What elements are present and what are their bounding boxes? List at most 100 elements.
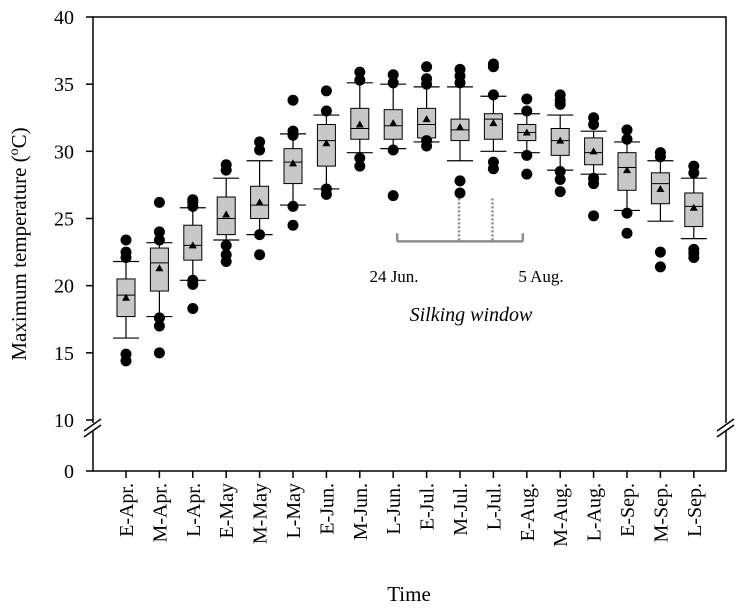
box-5-mean [289,159,297,167]
box-10-mean [456,123,464,131]
axis-break-right [716,418,735,438]
box-0 [113,234,139,367]
box-3-outlier-1 [220,249,232,261]
box-2 [179,194,206,315]
box-6-outlier-2 [320,105,332,117]
x-tick-label-9: E-Jul. [417,483,439,530]
box-1-outlier-0 [153,347,165,359]
y-tick-label-15: 15 [54,343,74,365]
box-13-outlier-5 [554,89,566,101]
box-6-outlier-1 [320,183,332,195]
box-10-outlier-4 [454,63,466,75]
box-13-mean [556,136,565,144]
box-0-outlier-1 [120,348,132,360]
box-7-outlier-2 [354,74,366,86]
x-tick-label-0: E-Apr. [116,483,138,537]
y-tick-label-40: 40 [54,7,74,29]
box-3-mean [222,210,231,218]
box-17-mean [689,203,698,211]
box-1-mean [155,264,164,272]
box-7 [346,66,373,172]
x-tick-label-13: M-Aug. [550,483,572,547]
box-12-outlier-2 [521,105,533,117]
x-tick-label-11: L-Jul. [483,483,505,530]
box-4-mean [255,198,264,206]
silking-end-label: 5 Aug. [518,267,563,286]
box-9-mean [422,115,431,123]
y-axis: 10 15 20 25 30 35 40 [54,7,93,432]
axis-break-stroke-right-2 [716,424,735,438]
box-series [113,58,707,367]
box-2-outlier-2 [187,274,199,286]
box-8-mean [389,119,398,127]
silking-window-label: Silking window [410,304,533,326]
box-6-mean [322,139,331,147]
box-16-outlier-3 [654,147,666,159]
box-3-outlier-4 [220,159,232,171]
box-3-outlier-2 [220,239,232,251]
x-tick-label-2: L-Apr. [183,483,205,537]
axis-break-stroke-left-1 [83,418,102,432]
x-tick-label-1: M-Apr. [149,483,171,542]
box-5-outlier-1 [287,200,299,212]
box-4-outlier-2 [254,144,266,156]
silking-start-label: 24 Jun. [369,267,418,286]
y-tick-label-25: 25 [54,209,74,231]
box-8-outlier-3 [387,69,399,81]
axis-break-left [83,418,102,438]
box-1-outlier-3 [153,234,165,246]
x-axis-title: Time [387,582,431,606]
box-8-outlier-2 [387,77,399,89]
y-axis-title-sup: o [7,148,22,155]
box-15-outlier-0 [621,227,633,239]
silking-window-annotation: 24 Jun. 5 Aug. Silking window [369,198,564,326]
x-tick-label-10: M-Jul. [450,483,472,536]
y-tick-label-30: 30 [54,141,74,163]
box-11 [480,58,507,175]
box-0-mean [122,293,130,301]
box-16-outlier-1 [654,246,666,258]
box-12-outlier-0 [521,168,533,180]
y-axis-title: Maximum temperature (oC) [7,127,31,360]
box-8 [380,69,407,202]
axis-break-stroke-left-2 [83,424,102,438]
box-6-outlier-3 [320,85,332,97]
box-9-iqr [417,107,437,139]
box-5-outlier-3 [287,125,299,137]
box-5 [280,94,306,231]
box-1-outlier-1 [153,320,165,332]
box-4-outlier-1 [254,229,266,241]
box-15-mean [623,166,631,174]
x-tick-label-6: E-Jun. [316,483,338,535]
y-tick-label-zero: 0 [64,461,74,483]
box-8-outlier-1 [387,144,399,156]
y-tick-label-35: 35 [54,74,74,96]
box-15-outlier-3 [621,124,633,136]
box-3 [213,159,240,267]
box-14-outlier-0 [588,210,600,222]
x-tick-label-17: L-Sep. [684,483,706,537]
box-11-mean [489,119,498,127]
x-tick-label-15: E-Sep. [617,483,639,537]
box-12-outlier-3 [521,93,533,105]
box-5-outlier-0 [287,219,299,231]
box-16-mean [656,184,665,192]
box-1-outlier-4 [153,226,165,238]
box-16-outlier-0 [654,261,666,273]
box-7-outlier-3 [354,66,366,78]
box-14-outlier-2 [588,172,600,184]
box-15-outlier-1 [621,207,633,219]
box-7-outlier-0 [354,160,366,172]
box-16 [647,147,674,273]
x-tick-label-3: E-May [216,483,238,539]
box-9-outlier-4 [421,61,433,73]
box-7-outlier-1 [354,152,366,164]
box-17 [680,160,707,263]
box-14-mean [589,147,598,155]
axis-break-stroke-right-1 [716,418,735,432]
box-11-outlier-4 [487,58,499,70]
box-4 [246,136,273,261]
box-4-outlier-3 [254,136,266,148]
box-13-outlier-2 [554,165,566,177]
